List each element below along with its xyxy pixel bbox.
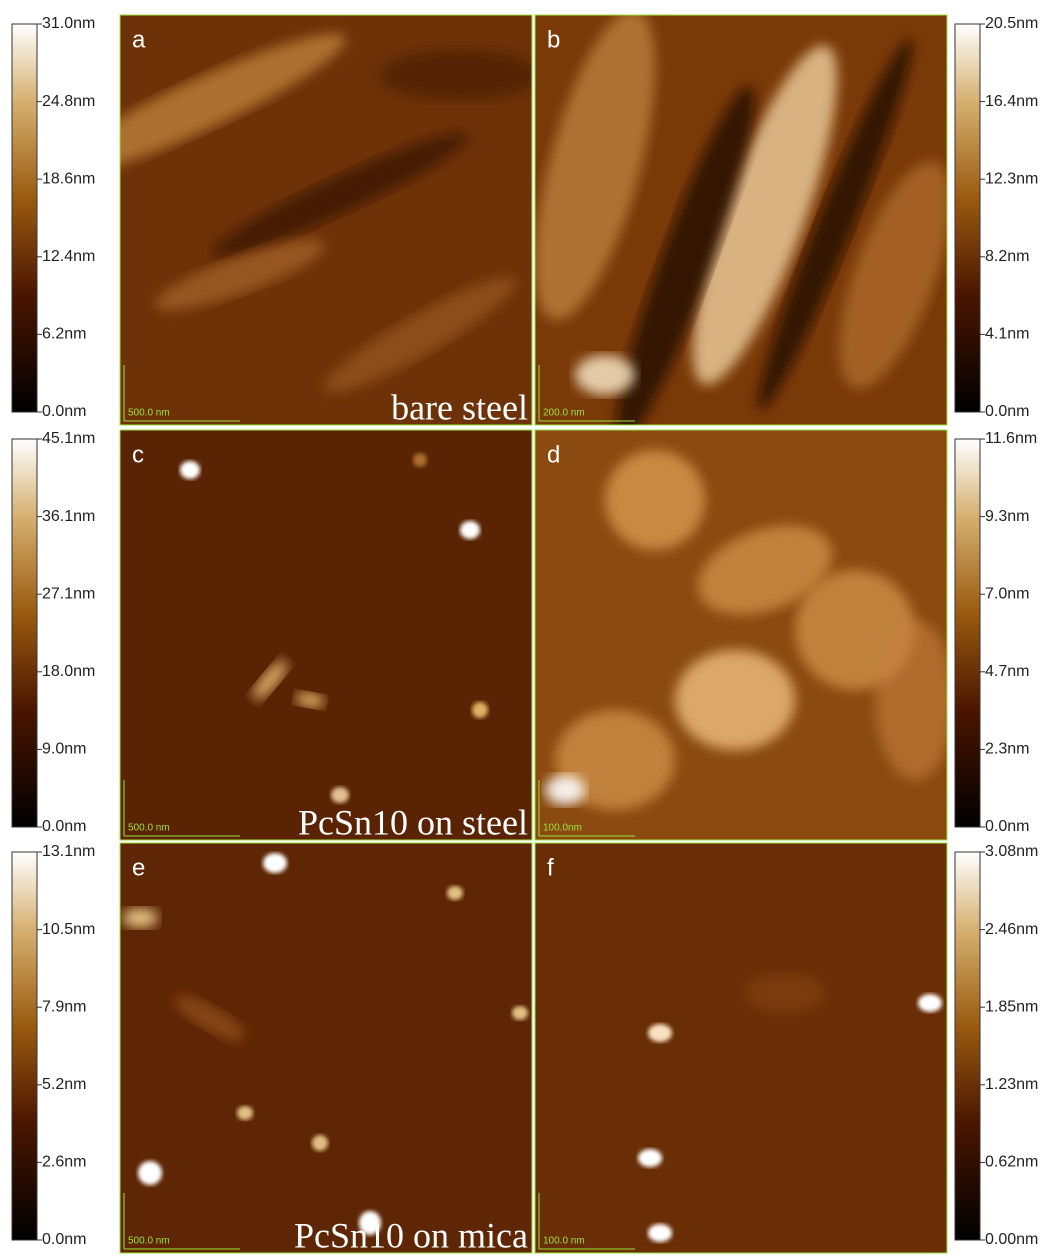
colorbar-label: 1.23nm — [985, 1076, 1038, 1093]
scale-bar-label: 200.0 nm — [543, 408, 585, 419]
afm-image: c 500.0 nm PcSn10 on steel — [120, 430, 532, 842]
feature — [263, 853, 287, 873]
feature — [648, 1224, 672, 1242]
feature — [472, 702, 488, 718]
feature — [312, 1135, 328, 1151]
colorbar-label: 36.1nm — [42, 508, 95, 525]
colorbar-label: 4.7nm — [985, 663, 1029, 680]
panel-label: d — [547, 441, 560, 468]
colorbar — [12, 852, 37, 1240]
feature — [413, 453, 427, 467]
colorbar-label: 4.1nm — [985, 326, 1029, 343]
panel-label: e — [132, 854, 145, 881]
image-bg — [535, 843, 947, 1253]
colorbar-label: 0.0nm — [42, 818, 86, 835]
feature — [380, 50, 540, 100]
colorbar-label: 12.3nm — [985, 170, 1038, 187]
colorbar — [12, 439, 37, 827]
colorbar-label: 0.0nm — [985, 818, 1029, 835]
feature — [460, 521, 480, 539]
colorbar-label: 0.0nm — [985, 403, 1029, 420]
feature — [122, 908, 158, 928]
afm-image: d 100.0nm — [535, 430, 955, 840]
scale-bar-label: 100.0 nm — [543, 1236, 585, 1247]
colorbar-label: 13.1nm — [42, 843, 95, 860]
feature — [638, 1149, 662, 1167]
afm-image: b 200.0 nm — [510, 0, 974, 452]
colorbar-label: 2.6nm — [42, 1154, 86, 1171]
texture — [120, 430, 532, 840]
texture — [535, 430, 955, 840]
feature — [138, 1161, 162, 1185]
feature — [575, 355, 635, 395]
caption: PcSn10 on steel — [298, 802, 528, 842]
afm-image: e 500.0 nm PcSn10 on mica — [120, 843, 532, 1254]
colorbar — [12, 24, 37, 412]
colorbar-label: 7.9nm — [42, 998, 86, 1015]
figure: a 500.0 nm bare steel b 200.0 nm c 500.0 nm PcS… — [0, 0, 1059, 1254]
feature — [745, 973, 825, 1013]
colorbar-label: 6.2nm — [42, 326, 86, 343]
texture — [44, 15, 540, 425]
colorbar-label: 18.6nm — [42, 170, 95, 187]
image-bg — [120, 430, 532, 840]
caption: bare steel — [391, 387, 528, 427]
feature — [180, 461, 200, 479]
colorbar-label: 2.3nm — [985, 741, 1029, 758]
scale-bar-label: 500.0 nm — [128, 408, 170, 419]
feature — [648, 1024, 672, 1042]
scale-bar-label: 100.0nm — [543, 823, 582, 834]
afm-image: a 500.0 nm bare steel — [44, 15, 540, 428]
colorbar-label: 7.0nm — [985, 585, 1029, 602]
colorbar-label: 8.2nm — [985, 248, 1029, 265]
panel-label: f — [547, 854, 554, 881]
colorbar-label: 12.4nm — [42, 248, 95, 265]
feature — [675, 650, 795, 750]
colorbar-label: 16.4nm — [985, 93, 1038, 110]
colorbar-label: 9.0nm — [42, 741, 86, 758]
texture — [120, 843, 532, 1253]
feature — [605, 450, 705, 550]
colorbar-label: 0.0nm — [42, 403, 86, 420]
colorbar-label: 0.62nm — [985, 1154, 1038, 1171]
texture — [535, 843, 947, 1253]
scale-bar-label: 500.0 nm — [128, 823, 170, 834]
colorbar-label: 10.5nm — [42, 921, 95, 938]
colorbar-label: 9.3nm — [985, 508, 1029, 525]
colorbar-label: 5.2nm — [42, 1076, 86, 1093]
colorbar-label: 31.0nm — [42, 15, 95, 32]
caption: PcSn10 on mica — [294, 1215, 528, 1254]
colorbar-label: 0.0nm — [42, 1231, 86, 1248]
feature — [918, 994, 942, 1012]
afm-image: f 100.0 nm — [535, 843, 947, 1253]
feature — [512, 1006, 528, 1020]
colorbar-label: 0.00nm — [985, 1231, 1038, 1248]
feature — [545, 775, 585, 805]
colorbar — [955, 24, 980, 412]
colorbar-label: 2.46nm — [985, 921, 1038, 938]
feature — [331, 787, 349, 803]
colorbar-label: 1.85nm — [985, 998, 1038, 1015]
colorbar-label: 27.1nm — [42, 585, 95, 602]
texture — [510, 0, 974, 452]
colorbar-label: 3.08nm — [985, 843, 1038, 860]
feature — [447, 886, 463, 900]
colorbar-label: 11.6nm — [985, 430, 1037, 447]
panel-label: a — [132, 26, 146, 53]
colorbar — [955, 439, 980, 827]
colorbar-label: 18.0nm — [42, 663, 95, 680]
panel-label: c — [132, 441, 144, 468]
image-bg — [120, 843, 532, 1253]
scale-bar-label: 500.0 nm — [128, 1236, 170, 1247]
colorbar — [955, 852, 980, 1240]
feature — [875, 620, 955, 780]
panel-label: b — [547, 26, 560, 53]
colorbar-label: 45.1nm — [42, 430, 95, 447]
colorbar-label: 24.8nm — [42, 93, 95, 110]
feature — [237, 1106, 253, 1120]
colorbar-label: 20.5nm — [985, 15, 1038, 32]
